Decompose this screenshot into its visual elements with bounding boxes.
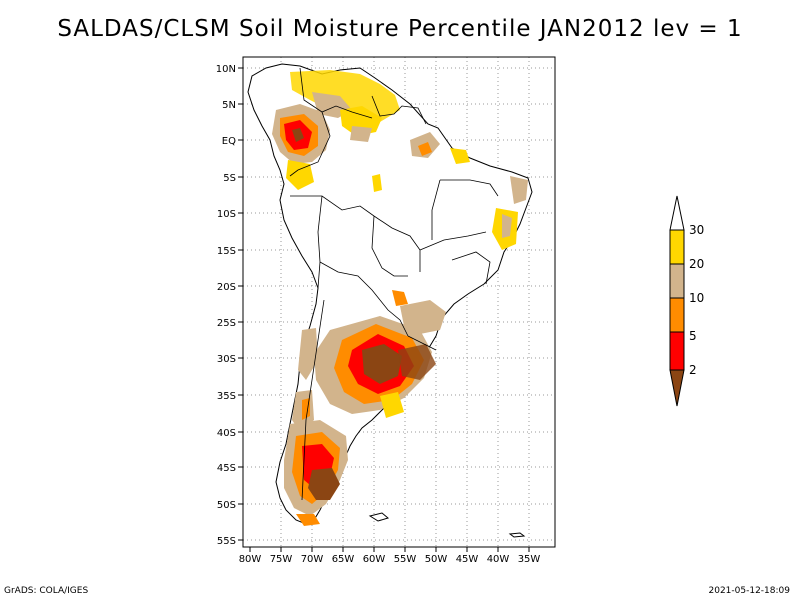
lon-label: 80W [239,554,262,565]
lat-label: 20S [217,282,236,293]
lon-label: 35W [518,554,541,565]
country-borders [289,67,499,501]
lon-label: 50W [425,554,448,565]
longitude-axis [249,547,530,552]
latitude-labels: 10N 5N EQ 5S 10S 15S 20S 25S 30S 35S 40S… [216,64,236,547]
falkland-islands [368,512,390,522]
lat-label: 40S [217,428,236,439]
lat-label: 45S [217,463,236,474]
lon-label: 45W [456,554,479,565]
percentile-shading [272,70,528,526]
lat-label: 55S [217,536,236,547]
lat-label: 50S [217,500,236,511]
lon-label: 55W [394,554,417,565]
legend-label-10: 10 [689,291,704,305]
lon-label: 60W [363,554,386,565]
footer-credit: GrADS: COLA/IGES [4,586,89,596]
legend-label-20: 20 [689,257,704,271]
legend-swatch-5-10 [669,297,685,333]
lon-label: 70W [301,554,324,565]
lat-label: 5N [222,100,236,111]
lat-label: 15S [217,246,236,257]
lat-label: 25S [217,318,236,329]
footer-timestamp: 2021-05-12-18:09 [708,586,791,596]
latitude-axis [238,67,243,541]
legend-arrow-top [669,195,685,231]
color-legend: 30 20 10 5 2 [669,195,704,407]
legend-swatch-10-20 [669,263,685,299]
legend-arrow-bottom [669,369,685,407]
longitude-labels: 80W 75W 70W 65W 60W 55W 50W 45W 40W 35W [239,554,541,565]
south-georgia-island [508,532,526,538]
map-border [242,56,556,548]
lon-label: 65W [332,554,355,565]
lat-label: 30S [217,354,236,365]
legend-swatch-2-5 [669,331,685,371]
chart-title: SALDAS/CLSM Soil Moisture Percentile JAN… [57,16,743,42]
lon-label: 75W [270,554,293,565]
lon-label: 40W [487,554,510,565]
lat-label: 35S [217,391,236,402]
lat-label: 5S [223,173,236,184]
lat-label: 10S [217,209,236,220]
legend-swatch-20-30 [669,229,685,265]
lat-label: EQ [222,136,236,147]
legend-label-5: 5 [689,329,697,343]
legend-label-2: 2 [689,363,697,377]
legend-label-30: 30 [689,223,704,237]
lat-label: 10N [216,64,236,75]
